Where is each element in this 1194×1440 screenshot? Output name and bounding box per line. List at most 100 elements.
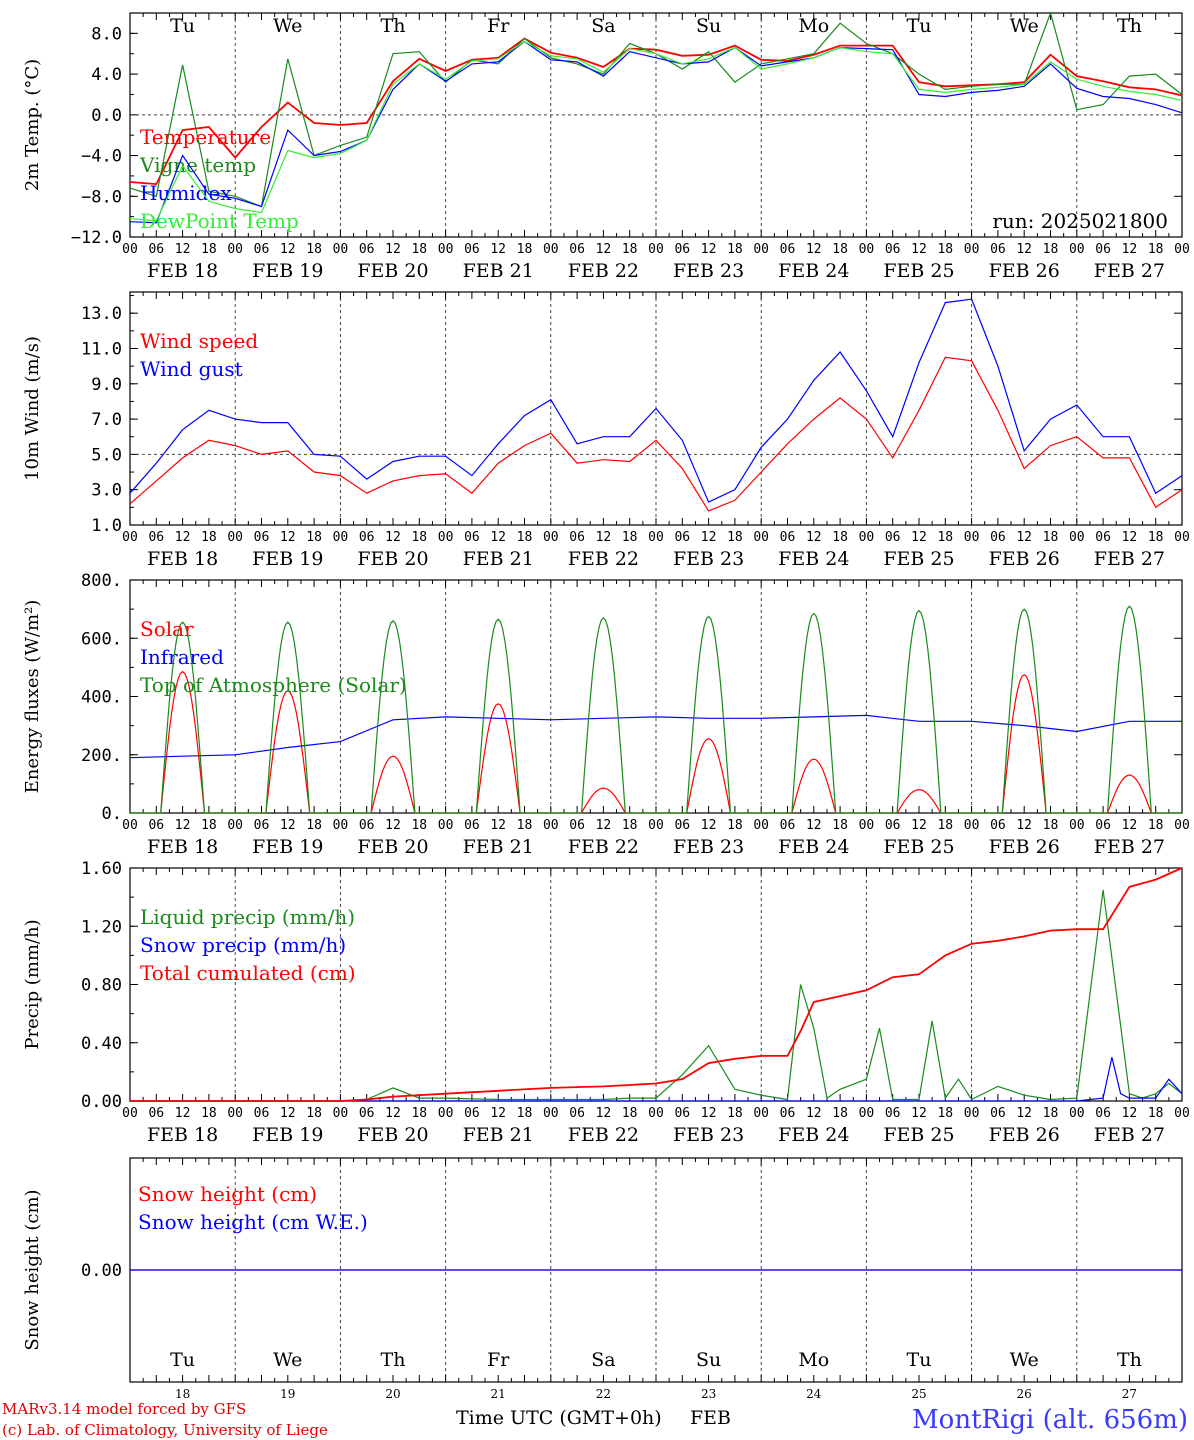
date-label: FEB 21 — [463, 1124, 534, 1146]
hour-tick-label: 00 — [122, 242, 138, 257]
hour-tick-label: 06 — [569, 818, 585, 833]
y-tick-label: 0.0 — [91, 106, 122, 126]
hour-tick-label: 18 — [727, 1106, 743, 1121]
hour-tick-label: 00 — [859, 530, 875, 545]
hour-tick-label: 00 — [1174, 1106, 1190, 1121]
weekday-label: We — [273, 15, 302, 37]
hour-tick-label: 06 — [1095, 242, 1111, 257]
y-tick-label: 7.0 — [91, 410, 122, 430]
hour-tick-label: 06 — [464, 818, 480, 833]
weekday-label: Su — [696, 1349, 721, 1371]
series-line-total-cumulated-cm- — [130, 867, 1183, 1102]
hour-tick-label: 00 — [753, 1106, 769, 1121]
hour-tick-label: 00 — [753, 530, 769, 545]
y-tick-label: 11.0 — [81, 339, 122, 359]
hour-tick-label: 00 — [1174, 530, 1190, 545]
hour-tick-label: 00 — [648, 1106, 664, 1121]
weekday-label: Mo — [798, 15, 829, 37]
legend-entry: Snow precip (mm/h) — [140, 933, 346, 957]
hour-tick-label: 06 — [885, 818, 901, 833]
y-tick-label: 1.20 — [81, 917, 122, 937]
hour-tick-label: 18 — [937, 1106, 953, 1121]
run-label: run: 2025021800 — [992, 209, 1168, 233]
hour-tick-label: 18 — [727, 818, 743, 833]
date-label: FEB 24 — [778, 836, 849, 858]
hour-tick-label: 12 — [701, 818, 717, 833]
legend-entry: Vigne temp — [139, 153, 256, 177]
series-line-snow-precip-mm-h- — [130, 1057, 1183, 1102]
hour-tick-label: 18 — [517, 1106, 533, 1121]
hour-tick-label: 12 — [701, 530, 717, 545]
date-label: FEB 23 — [673, 836, 744, 858]
hour-tick-label: 06 — [1095, 530, 1111, 545]
hour-tick-label: 06 — [990, 1106, 1006, 1121]
hour-tick-label: 12 — [806, 530, 822, 545]
hour-tick-label: 18 — [517, 530, 533, 545]
hour-tick-label: 12 — [280, 530, 296, 545]
y-tick-label: 13.0 — [81, 304, 122, 324]
hour-tick-label: 06 — [359, 818, 375, 833]
hour-tick-label: 12 — [806, 1106, 822, 1121]
hour-tick-label: 06 — [359, 242, 375, 257]
legend-entry: Wind speed — [140, 329, 258, 353]
date-label: FEB 18 — [147, 260, 218, 282]
series-line-dewpoint-temp — [129, 40, 1183, 222]
hour-tick-label: 12 — [175, 818, 191, 833]
date-label: FEB 21 — [463, 260, 534, 282]
hour-tick-label: 18 — [411, 818, 427, 833]
y-axis-label: Snow height (cm) — [22, 1189, 43, 1350]
hour-tick-label: 18 — [937, 242, 953, 257]
hour-tick-label: 06 — [1095, 818, 1111, 833]
y-axis-label: 2m Temp. (°C) — [22, 59, 43, 191]
date-label: FEB 18 — [147, 548, 218, 570]
date-label: FEB 20 — [357, 260, 428, 282]
hour-tick-label: 06 — [990, 242, 1006, 257]
y-axis-label: 10m Wind (m/s) — [22, 336, 43, 481]
y-tick-label: 0.00 — [81, 1261, 122, 1281]
legend-entry: Wind gust — [140, 357, 243, 381]
legend-entry: Top of Atmosphere (Solar) — [140, 673, 407, 697]
hour-tick-label: 18 — [201, 1106, 217, 1121]
date-label: FEB 18 — [147, 836, 218, 858]
hour-tick-label: 00 — [648, 530, 664, 545]
plot-frame — [129, 12, 1183, 238]
hour-tick-label: 12 — [385, 530, 401, 545]
hour-tick-label: 12 — [385, 242, 401, 257]
hour-tick-label: 00 — [122, 1106, 138, 1121]
legend-entry: Total cumulated (cm) — [140, 961, 356, 985]
y-axis-label: Precip (mm/h) — [22, 919, 43, 1049]
hour-tick-label: 12 — [806, 242, 822, 257]
date-label: FEB 22 — [568, 260, 639, 282]
weekday-label: We — [1010, 1349, 1039, 1371]
hour-tick-label: 12 — [596, 242, 612, 257]
hour-tick-label: 18 — [937, 530, 953, 545]
footer-copyright-text: (c) Lab. of Climatology, University of L… — [2, 1421, 328, 1439]
hour-tick-label: 00 — [543, 530, 559, 545]
hour-tick-label: 18 — [1043, 1106, 1059, 1121]
hour-tick-label: 06 — [569, 1106, 585, 1121]
hour-tick-label: 18 — [201, 530, 217, 545]
y-tick-label: 4.0 — [91, 65, 122, 85]
date-label: FEB 26 — [989, 260, 1060, 282]
hour-tick-label: 00 — [859, 1106, 875, 1121]
y-tick-label: −12.0 — [71, 228, 122, 248]
y-tick-label: 3.0 — [91, 481, 122, 501]
hour-tick-label: 00 — [333, 242, 349, 257]
y-tick-label: 0. — [102, 804, 122, 824]
weekday-label: Fr — [487, 1349, 510, 1371]
y-tick-label: 0.80 — [81, 976, 122, 996]
hour-tick-label: 06 — [990, 530, 1006, 545]
date-label: FEB 27 — [1094, 260, 1165, 282]
y-tick-label: 0.00 — [81, 1092, 122, 1112]
weekday-label: We — [273, 1349, 302, 1371]
hour-tick-label: 06 — [780, 242, 796, 257]
legend-entry: Liquid precip (mm/h) — [140, 905, 355, 929]
hour-tick-label: 12 — [911, 818, 927, 833]
hour-tick-label: 18 — [411, 1106, 427, 1121]
hour-tick-label: 12 — [911, 530, 927, 545]
hour-tick-label: 18 — [832, 530, 848, 545]
series-line-infrared — [129, 714, 1182, 759]
hour-tick-label: 12 — [596, 1106, 612, 1121]
y-axis-label: Energy fluxes (W/m²) — [22, 600, 43, 794]
